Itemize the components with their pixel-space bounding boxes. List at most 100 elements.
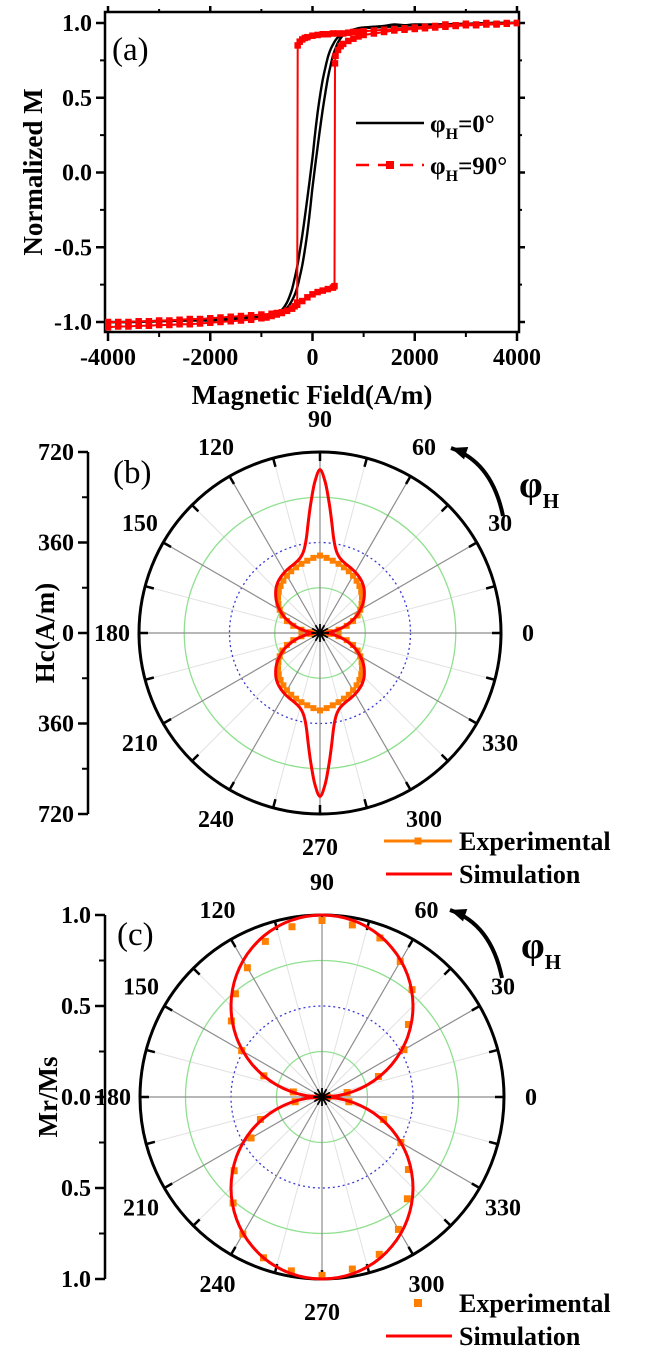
radial-axis-tick-label: 360 (38, 531, 74, 557)
experimental-marker (275, 594, 282, 601)
experimental-marker (310, 705, 317, 712)
experimental-marker (298, 560, 305, 567)
radial-axis-tick-label: 1.0 (61, 903, 91, 929)
legend-a-marker-red (386, 161, 394, 169)
phi-h-arrow (449, 908, 504, 979)
polar-angle-label: 120 (198, 435, 234, 461)
experimental-marker (340, 695, 347, 702)
hysteresis-marker (452, 22, 459, 30)
polar-angular-tick (443, 1218, 452, 1227)
y-axis-tick-label: 0.0 (62, 161, 92, 187)
hysteresis-marker (125, 318, 132, 326)
hysteresis-marker (493, 21, 500, 28)
phi-h-arrowhead (450, 909, 468, 922)
hysteresis-marker (319, 30, 326, 38)
phi-h-arrowhead (451, 447, 469, 460)
experimental-marker (283, 572, 290, 579)
polar-grid-radial-minor (321, 1096, 370, 1273)
experimental-marker (304, 557, 311, 564)
hysteresis-marker (329, 30, 337, 37)
hysteresis-marker (332, 52, 339, 60)
experimental-marker (375, 1250, 383, 1258)
experimental-marker (243, 964, 251, 972)
experimental-marker (293, 564, 300, 571)
polar-center-asterisk (319, 632, 329, 639)
phi-h-annotation-c: φH (521, 925, 561, 974)
experimental-marker (287, 1267, 295, 1275)
polar-angle-label: 180 (94, 621, 130, 647)
experimental-marker (298, 699, 305, 706)
hysteresis-marker (355, 33, 362, 40)
panel-c-legend-label-1: Simulation (459, 1322, 581, 1351)
polar-grid-radial-major (319, 541, 478, 634)
hysteresis-marker (345, 37, 352, 45)
polar-angular-tick (228, 781, 236, 791)
hysteresis-marker (176, 316, 183, 324)
hysteresis-marker (237, 312, 245, 320)
hysteresis-marker (217, 318, 224, 326)
hysteresis-marker (278, 309, 286, 317)
hysteresis-marker (247, 316, 255, 324)
hysteresis-marker (401, 26, 408, 33)
hysteresis-marker (258, 311, 265, 318)
polar-grid-radial-minor (321, 967, 452, 1098)
hysteresis-marker (105, 318, 112, 326)
polar-grid-radial-minor (274, 921, 323, 1098)
polar-angular-tick (407, 1246, 415, 1256)
polar-angular-tick (162, 541, 172, 549)
hysteresis-marker (324, 285, 332, 293)
panel-a-y-axis-title: Normalized M (18, 88, 48, 255)
hysteresis-marker (155, 321, 163, 329)
polar-grid-radial-major (319, 475, 412, 634)
hysteresis-marker (360, 31, 367, 39)
experimental-marker (329, 702, 336, 709)
experimental-marker (404, 1020, 412, 1028)
hysteresis-marker (314, 288, 321, 296)
panel-b-legend-label-1: Simulation (459, 860, 581, 889)
hysteresis-marker (331, 60, 339, 67)
polar-angular-tick (443, 967, 452, 976)
polar-grid-radial-minor (319, 458, 368, 634)
polar-angle-label: 210 (123, 1196, 159, 1222)
polar-grid-radial-major (162, 632, 321, 725)
hysteresis-marker (247, 312, 255, 319)
x-axis-tick-label: 4000 (493, 345, 541, 371)
polar-angular-tick (191, 504, 200, 513)
polar-grid-radial-major (230, 939, 323, 1098)
hysteresis-marker (145, 322, 153, 329)
polar-angle-label: 60 (415, 898, 439, 924)
x-axis-tick-label: -4000 (80, 345, 136, 371)
polar-angular-tick (363, 457, 369, 468)
panel-a-curves (105, 19, 519, 331)
hysteresis-marker (334, 30, 342, 37)
experimental-marker (310, 554, 317, 561)
panel-b-radial-axis-title: Hc(A/m) (30, 583, 60, 683)
y-axis-tick-label: -0.5 (54, 235, 92, 261)
polar-angular-tick (192, 967, 201, 976)
experimental-marker (358, 594, 365, 601)
polar-angle-label: 300 (409, 1272, 445, 1298)
radial-axis-tick-label: 0 (62, 621, 74, 647)
polar-angular-tick (144, 584, 155, 590)
hysteresis-marker (166, 317, 173, 324)
hysteresis-marker (145, 318, 153, 325)
experimental-marker (335, 560, 342, 567)
polar-angle-label: 90 (308, 407, 332, 433)
panel-c-tag: (c) (117, 917, 154, 953)
polar-angular-tick (404, 781, 412, 791)
polar-angular-tick (485, 676, 496, 682)
experimental-marker (288, 568, 295, 575)
experimental-marker (288, 923, 296, 931)
hysteresis-marker (314, 31, 321, 39)
hysteresis-marker (360, 27, 367, 35)
hysteresis-marker (299, 297, 306, 305)
hysteresis-marker (391, 27, 398, 34)
polar-angular-tick (407, 938, 415, 948)
experimental-marker (261, 937, 269, 945)
hysteresis-marker (442, 23, 449, 30)
hysteresis-marker (166, 321, 173, 329)
polar-angular-tick (144, 676, 155, 682)
hysteresis-marker (258, 315, 265, 322)
